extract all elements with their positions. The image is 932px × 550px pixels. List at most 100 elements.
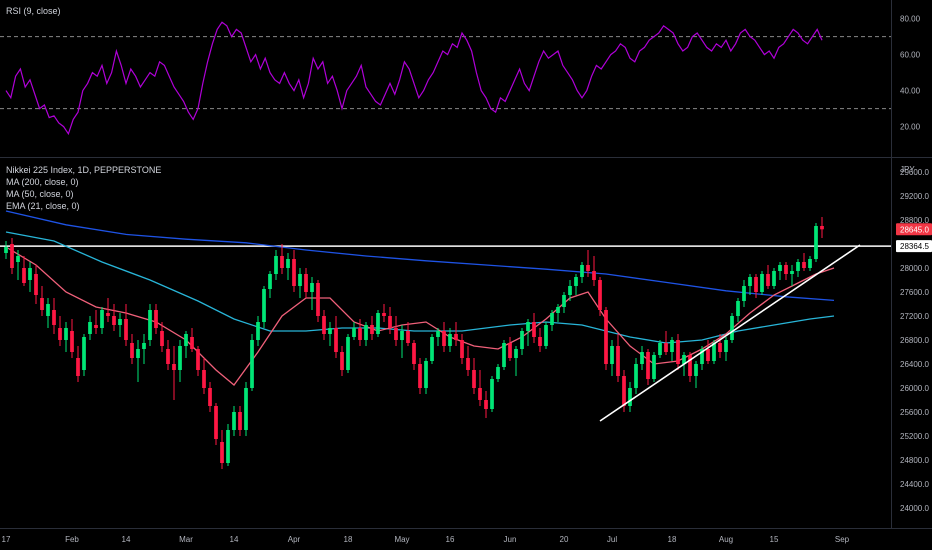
candle (550, 310, 554, 331)
rsi-panel[interactable]: RSI (9, close) 80.00 60.00 40.00 20.00 (0, 6, 921, 136)
candle-body (574, 277, 578, 286)
candle-body (646, 352, 650, 379)
candle (616, 334, 620, 382)
candle-body (478, 388, 482, 400)
price-title[interactable]: Nikkei 225 Index, 1D, PEPPERSTONE (6, 165, 161, 175)
price-tick-label: 26800.0 (900, 336, 929, 345)
candle (688, 352, 692, 382)
candle (220, 430, 224, 469)
candle-body (346, 337, 350, 370)
legend-ema21[interactable]: EMA (21, close, 0) (6, 201, 80, 211)
candle-body (394, 328, 398, 340)
candle-body (352, 328, 356, 337)
candle (82, 334, 86, 376)
candle (334, 316, 338, 358)
candle-body (514, 349, 518, 358)
candle-body (172, 364, 176, 370)
candle (496, 364, 500, 382)
time-tick-label: Mar (179, 535, 193, 544)
candle (706, 340, 710, 364)
candle-body (262, 289, 266, 322)
time-axis[interactable]: 17 Feb 14 Mar 14 Apr 18 May 16 Jun 20 Jul 18 Aug 15 Sep (2, 535, 850, 544)
candle (502, 340, 506, 370)
candle-body (634, 364, 638, 388)
price-panel[interactable]: 29600.029200.028800.028400.028000.027600… (0, 165, 932, 513)
candle-body (802, 262, 806, 268)
rsi-title[interactable]: RSI (9, close) (6, 6, 61, 16)
candle (802, 253, 806, 271)
candle-body (292, 259, 296, 286)
candle-body (52, 310, 56, 325)
candle-body (724, 340, 728, 352)
candle (580, 262, 584, 283)
candle-body (370, 325, 374, 334)
candle (472, 358, 476, 394)
candle-body (712, 343, 716, 361)
candle (256, 316, 260, 346)
time-tick-label: May (394, 535, 409, 544)
candle (466, 346, 470, 376)
candle (4, 241, 8, 259)
candle-body (706, 349, 710, 361)
resistance-price-label: 28364.5 (900, 242, 929, 251)
candle-body (64, 328, 68, 340)
candle (274, 250, 278, 280)
candle-body (520, 331, 524, 349)
candle-body (592, 271, 596, 280)
candle-body (550, 313, 554, 325)
candle-body (484, 400, 488, 409)
candle-body (754, 277, 758, 292)
candle (670, 337, 674, 361)
candle (184, 331, 188, 358)
price-axis[interactable]: 29600.029200.028800.028400.028000.027600… (900, 168, 929, 513)
candle (598, 277, 602, 316)
candle (328, 322, 332, 346)
candle (520, 328, 524, 355)
candle-body (76, 358, 80, 376)
candle-body (454, 334, 458, 340)
time-tick-label: 14 (122, 535, 131, 544)
candle (418, 358, 422, 394)
candle (628, 382, 632, 412)
legend-ma200[interactable]: MA (200, close, 0) (6, 177, 79, 187)
candle-body (334, 328, 338, 352)
time-tick-label: 14 (230, 535, 239, 544)
support-trendline[interactable] (599, 244, 861, 422)
candle (490, 376, 494, 412)
candle (742, 280, 746, 307)
candle (646, 349, 650, 385)
candle-body (184, 334, 188, 346)
candle-body (286, 259, 290, 268)
candle (16, 250, 20, 280)
candle (166, 340, 170, 370)
candle (136, 340, 140, 382)
candle-body (586, 265, 590, 271)
rsi-axis[interactable]: 80.00 60.00 40.00 20.00 (900, 15, 921, 132)
candle-body (274, 256, 278, 274)
candle (574, 274, 578, 295)
candle-body (136, 349, 140, 358)
legend-ma50[interactable]: MA (50, close, 0) (6, 189, 74, 199)
candle (388, 307, 392, 334)
candle-body (736, 301, 740, 316)
candle-body (16, 256, 20, 262)
candle (298, 268, 302, 298)
candle-body (460, 340, 464, 358)
candle (754, 274, 758, 298)
price-tick-label: 24400.0 (900, 480, 929, 489)
candle-body (538, 337, 542, 346)
candle-body (364, 325, 368, 340)
candle-body (28, 268, 32, 280)
time-tick-label: 18 (668, 535, 677, 544)
candle-body (244, 388, 248, 430)
candle (778, 262, 782, 280)
candle-body (4, 247, 8, 253)
candle (304, 268, 308, 298)
candle (226, 424, 230, 466)
time-tick-label: 20 (560, 535, 569, 544)
candle-body (214, 406, 218, 439)
candle-body (490, 379, 494, 409)
candle-body (376, 313, 380, 334)
